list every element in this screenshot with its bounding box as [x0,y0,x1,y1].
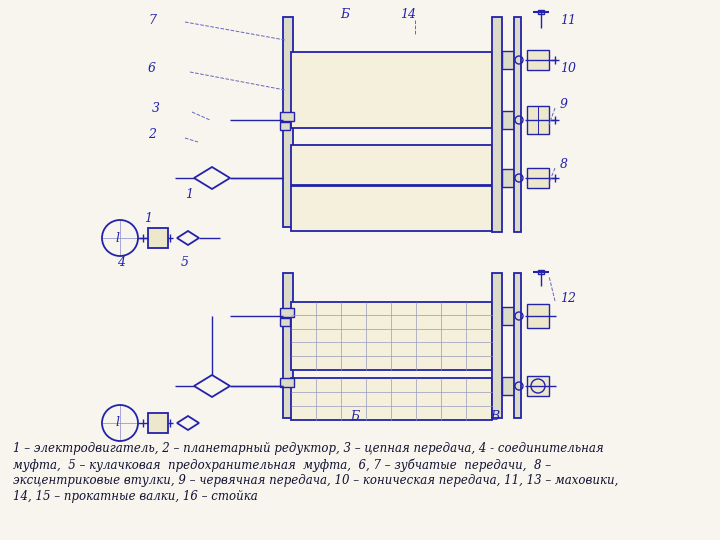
Text: 3: 3 [152,102,160,114]
Text: 5: 5 [181,255,189,268]
Bar [280,112,294,121]
Bar [280,378,294,387]
Text: 8: 8 [560,159,568,172]
Bar [527,304,549,328]
Text: 7: 7 [148,14,156,26]
Bar [291,378,492,420]
Bar [291,145,492,185]
Bar [514,17,521,232]
Text: муфта,  5 – кулачковая  предохранительная  муфта,  6, 7 – зубчатые  передачи,  8: муфта, 5 – кулачковая предохранительная … [13,458,551,471]
Bar [502,111,514,129]
Text: 14, 15 – прокатные валки, 16 – стойка: 14, 15 – прокатные валки, 16 – стойка [13,490,258,503]
Bar [148,413,168,433]
Text: В: В [490,409,499,422]
Bar [502,169,514,187]
Bar [280,308,294,317]
Text: Б: Б [340,9,349,22]
Text: 10: 10 [560,62,576,75]
Text: 11: 11 [560,14,576,26]
Bar [280,122,290,130]
Text: 1: 1 [144,212,152,225]
Bar [502,51,514,69]
Bar [527,376,549,396]
Bar [280,318,290,326]
Text: 1 – электродвигатель, 2 – планетарный редуктор, 3 – цепная передача, 4 - соедини: 1 – электродвигатель, 2 – планетарный ре… [13,442,603,455]
Bar [502,377,514,395]
Bar [291,186,492,231]
Bar [148,228,168,248]
Bar [527,106,549,134]
Text: l: l [115,232,119,245]
Bar [527,50,549,70]
Bar [283,273,293,418]
Text: 1: 1 [185,188,193,201]
Bar [492,273,502,418]
Text: 4: 4 [117,255,125,268]
Bar [291,52,492,128]
Text: l: l [115,416,119,429]
Bar [283,17,293,227]
Bar [514,273,521,418]
Bar [492,17,502,232]
Text: 12: 12 [560,292,576,305]
Text: 14: 14 [400,9,416,22]
Text: эксцентриковые втулки, 9 – червячная передача, 10 – коническая передача, 11, 13 : эксцентриковые втулки, 9 – червячная пер… [13,474,618,487]
Bar [538,270,544,274]
Bar [527,168,549,188]
Text: 2: 2 [148,129,156,141]
Bar [291,302,492,370]
Bar [502,307,514,325]
Bar [538,10,544,14]
Text: Б: Б [350,409,359,422]
Text: 9: 9 [560,98,568,111]
Text: 6: 6 [148,62,156,75]
